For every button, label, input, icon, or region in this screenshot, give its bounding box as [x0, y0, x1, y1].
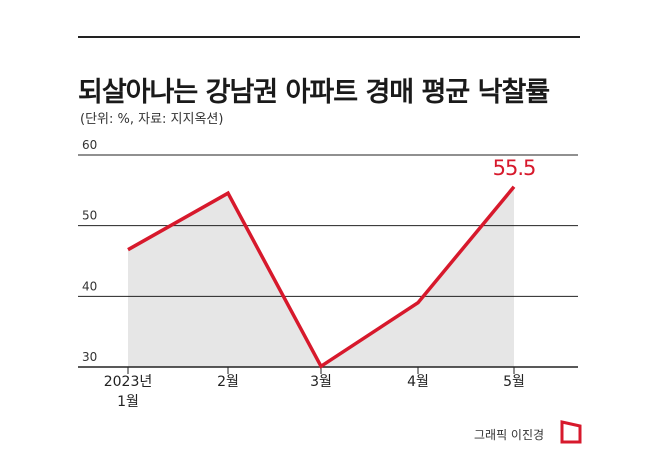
data-label-may: 55.5 [493, 156, 536, 180]
x-tick-label: 2023년 1월 [104, 374, 153, 410]
chart-title: 되살아나는 강남권 아파트 경매 평균 낙찰률 [78, 77, 550, 108]
y-tick-label: 60 [82, 138, 97, 152]
logo-icon [560, 420, 582, 444]
top-rule [78, 36, 580, 38]
y-tick-label: 40 [82, 279, 97, 293]
x-tick-label: 5월 [503, 374, 525, 390]
x-tick-label: 4월 [407, 374, 429, 390]
y-tick-label: 50 [82, 209, 97, 223]
area-fill [128, 186, 514, 367]
x-tick-label: 2월 [217, 374, 239, 390]
x-tick-label: 3월 [310, 374, 332, 390]
graphic-credit: 그래픽 이진경 [474, 428, 545, 442]
series-line [127, 185, 516, 369]
y-tick-label: 30 [82, 350, 97, 364]
chart-subtitle: (단위: %, 자료: 지지옥션) [80, 112, 224, 127]
